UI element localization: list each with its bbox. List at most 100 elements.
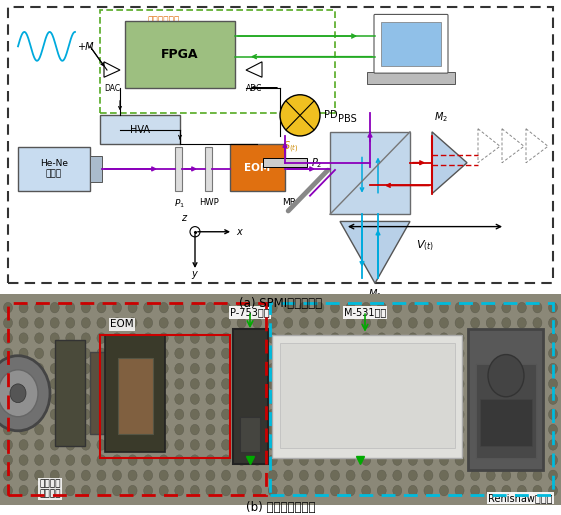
Circle shape	[517, 394, 526, 404]
Circle shape	[175, 455, 184, 466]
Circle shape	[471, 394, 480, 404]
Text: PD: PD	[324, 110, 338, 121]
Circle shape	[66, 424, 75, 435]
Circle shape	[284, 302, 293, 313]
Circle shape	[455, 379, 464, 389]
Circle shape	[455, 364, 464, 374]
Text: $M_2$: $M_2$	[434, 110, 448, 124]
Circle shape	[268, 302, 277, 313]
Bar	[480, 399, 532, 446]
Circle shape	[268, 455, 277, 466]
Circle shape	[35, 424, 44, 435]
Text: $V_{(t)}$: $V_{(t)}$	[416, 239, 434, 253]
Text: $P_1$: $P_1$	[173, 198, 185, 210]
Circle shape	[3, 302, 12, 313]
Circle shape	[502, 394, 511, 404]
Circle shape	[237, 333, 246, 344]
Circle shape	[97, 485, 106, 496]
Circle shape	[424, 440, 433, 450]
Circle shape	[330, 318, 339, 328]
Circle shape	[19, 440, 28, 450]
Circle shape	[19, 333, 28, 344]
Circle shape	[97, 364, 106, 374]
Circle shape	[377, 440, 386, 450]
Circle shape	[284, 364, 293, 374]
Circle shape	[471, 364, 480, 374]
Circle shape	[517, 333, 526, 344]
Circle shape	[502, 379, 511, 389]
Circle shape	[128, 364, 137, 374]
Circle shape	[377, 379, 386, 389]
Circle shape	[549, 318, 558, 328]
FancyBboxPatch shape	[374, 14, 448, 73]
Circle shape	[66, 302, 75, 313]
Circle shape	[315, 394, 324, 404]
Circle shape	[362, 440, 371, 450]
Circle shape	[175, 424, 184, 435]
Circle shape	[175, 302, 184, 313]
Circle shape	[252, 318, 261, 328]
Circle shape	[533, 364, 542, 374]
Circle shape	[455, 409, 464, 420]
Circle shape	[362, 394, 371, 404]
Circle shape	[175, 440, 184, 450]
Circle shape	[315, 333, 324, 344]
Circle shape	[424, 348, 433, 358]
Circle shape	[377, 394, 386, 404]
Circle shape	[35, 485, 44, 496]
Circle shape	[300, 364, 309, 374]
Text: $y$: $y$	[191, 269, 199, 281]
Text: PBS: PBS	[338, 114, 357, 124]
Circle shape	[533, 455, 542, 466]
Circle shape	[486, 440, 495, 450]
Circle shape	[97, 379, 106, 389]
Circle shape	[35, 470, 44, 480]
Circle shape	[50, 333, 59, 344]
Circle shape	[549, 302, 558, 313]
Circle shape	[206, 440, 215, 450]
Circle shape	[190, 333, 199, 344]
Circle shape	[159, 440, 168, 450]
Circle shape	[393, 364, 402, 374]
Circle shape	[549, 379, 558, 389]
Circle shape	[439, 424, 448, 435]
Circle shape	[222, 364, 231, 374]
Circle shape	[408, 333, 417, 344]
Circle shape	[190, 364, 199, 374]
Circle shape	[237, 424, 246, 435]
Circle shape	[533, 333, 542, 344]
Circle shape	[284, 379, 293, 389]
Text: HWP: HWP	[199, 198, 219, 207]
Circle shape	[175, 379, 184, 389]
Circle shape	[3, 409, 12, 420]
Circle shape	[424, 409, 433, 420]
Circle shape	[315, 470, 324, 480]
Circle shape	[19, 394, 28, 404]
Circle shape	[175, 318, 184, 328]
Circle shape	[455, 470, 464, 480]
Circle shape	[330, 440, 339, 450]
Circle shape	[486, 455, 495, 466]
Circle shape	[252, 455, 261, 466]
Circle shape	[517, 348, 526, 358]
Circle shape	[471, 455, 480, 466]
Circle shape	[66, 333, 75, 344]
Bar	[468, 329, 543, 470]
Circle shape	[315, 379, 324, 389]
Circle shape	[3, 348, 12, 358]
Circle shape	[502, 455, 511, 466]
Circle shape	[455, 318, 464, 328]
Circle shape	[113, 440, 122, 450]
Circle shape	[81, 440, 90, 450]
Circle shape	[144, 394, 153, 404]
Circle shape	[362, 409, 371, 420]
Circle shape	[268, 424, 277, 435]
Circle shape	[159, 424, 168, 435]
Circle shape	[486, 409, 495, 420]
Circle shape	[50, 302, 59, 313]
Circle shape	[486, 379, 495, 389]
Circle shape	[113, 318, 122, 328]
Circle shape	[455, 485, 464, 496]
Circle shape	[502, 364, 511, 374]
Circle shape	[471, 409, 480, 420]
